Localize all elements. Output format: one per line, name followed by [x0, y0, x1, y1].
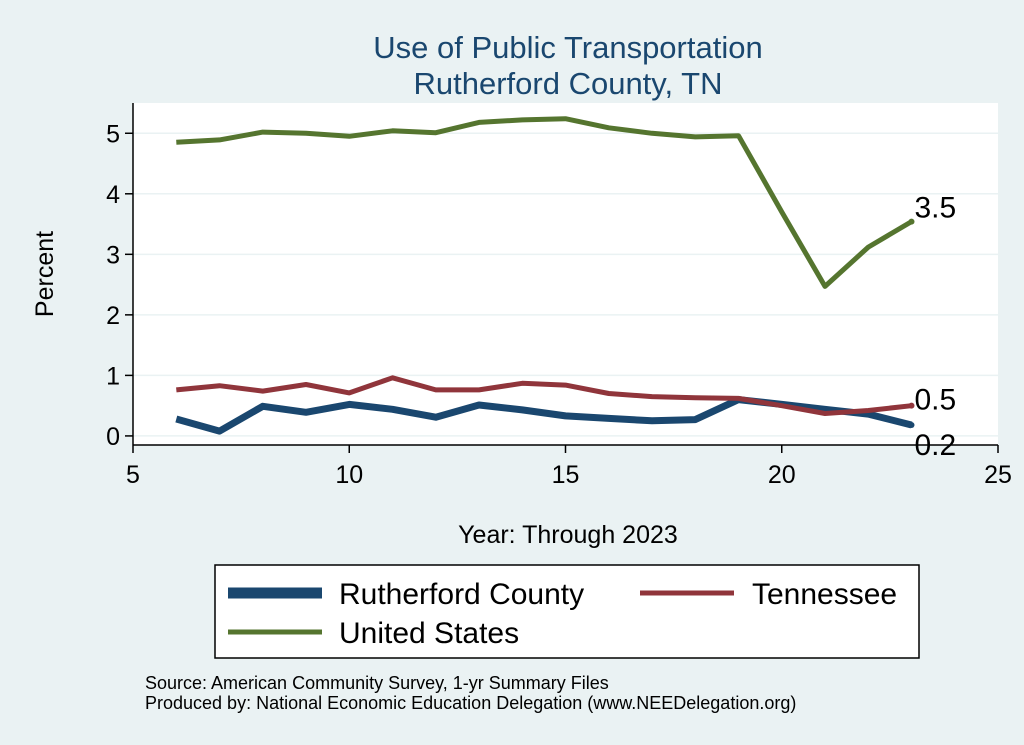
- legend-label-united-states: United States: [339, 617, 519, 650]
- legend-label-rutherford-county: Rutherford County: [339, 578, 584, 611]
- y-axis-title: Percent: [31, 231, 59, 317]
- series-line-tennessee: [176, 375, 912, 416]
- legend: Rutherford County Tennessee United State…: [214, 564, 920, 659]
- legend-box: [214, 564, 920, 659]
- series-end-point-united-states: [908, 218, 915, 225]
- end-label-rutherford-county: 0.2: [915, 429, 957, 462]
- x-tick-label: 10: [335, 461, 363, 489]
- plot-area: [133, 103, 998, 445]
- chart-subtitle: Rutherford County, TN: [414, 66, 723, 101]
- series-end-point-tennessee: [908, 402, 915, 409]
- series-line-united-states: [176, 116, 913, 289]
- series-layer: [175, 116, 915, 435]
- y-tick-label: 1: [106, 362, 120, 390]
- axes: 0 1 2 3 4 5 5 10 15 20 25: [106, 103, 1012, 489]
- source-note: Source: American Community Survey, 1-yr …: [145, 673, 609, 693]
- chart-title: Use of Public Transportation: [373, 30, 762, 65]
- produced-by-note: Produced by: National Economic Education…: [145, 693, 796, 713]
- series-end-point-rutherford-county: [908, 422, 915, 429]
- y-tick-label: 3: [106, 241, 120, 269]
- y-tick-label: 5: [106, 120, 120, 148]
- y-tick-label: 4: [106, 181, 120, 209]
- y-tick-label: 2: [106, 302, 120, 330]
- x-tick-label: 25: [984, 461, 1012, 489]
- legend-label-tennessee: Tennessee: [752, 578, 897, 611]
- x-tick-label: 15: [552, 461, 580, 489]
- end-label-tennessee: 0.5: [915, 384, 957, 417]
- x-axis-title: Year: Through 2023: [458, 521, 678, 549]
- x-tick-label: 20: [768, 461, 796, 489]
- end-label-united-states: 3.5: [915, 192, 957, 225]
- y-tick-label: 0: [106, 423, 120, 451]
- end-labels: 0.2 0.5 3.5: [915, 192, 957, 462]
- x-tick-label: 5: [126, 461, 140, 489]
